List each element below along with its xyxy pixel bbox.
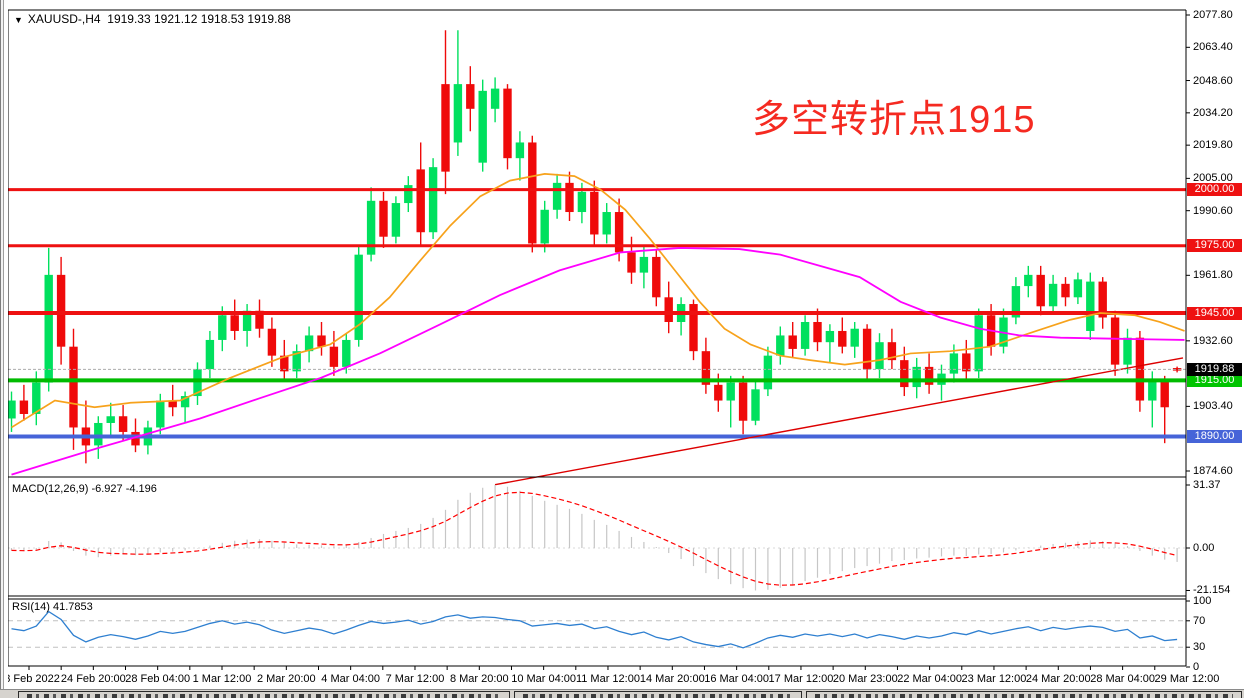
symbol-title: ▼ XAUUSD-,H4 1919.33 1921.12 1918.53 1919… bbox=[14, 12, 291, 26]
macd-indicator-label: MACD(12,26,9) -6.927 -4.196 bbox=[12, 483, 157, 495]
tab-text-clipped bbox=[27, 694, 501, 698]
rsi-indicator-label: RSI(14) 41.7853 bbox=[12, 601, 93, 613]
chart-tab[interactable] bbox=[806, 691, 1242, 698]
chart-tabs-strip[interactable] bbox=[0, 689, 1244, 698]
symbol-ohlc-values: 1919.33 1921.12 1918.53 1919.88 bbox=[107, 12, 291, 26]
symbol-label: XAUUSD-,H4 bbox=[27, 12, 101, 26]
tab-text-clipped bbox=[523, 694, 793, 698]
chevron-down-icon[interactable]: ▼ bbox=[14, 15, 23, 25]
chart-annotation[interactable]: 多空转折点1915 bbox=[752, 99, 1036, 141]
chart-tab[interactable] bbox=[18, 691, 510, 698]
window-left-border bbox=[0, 0, 8, 698]
tab-text-clipped bbox=[815, 694, 1233, 698]
chart-tab[interactable] bbox=[514, 691, 802, 698]
